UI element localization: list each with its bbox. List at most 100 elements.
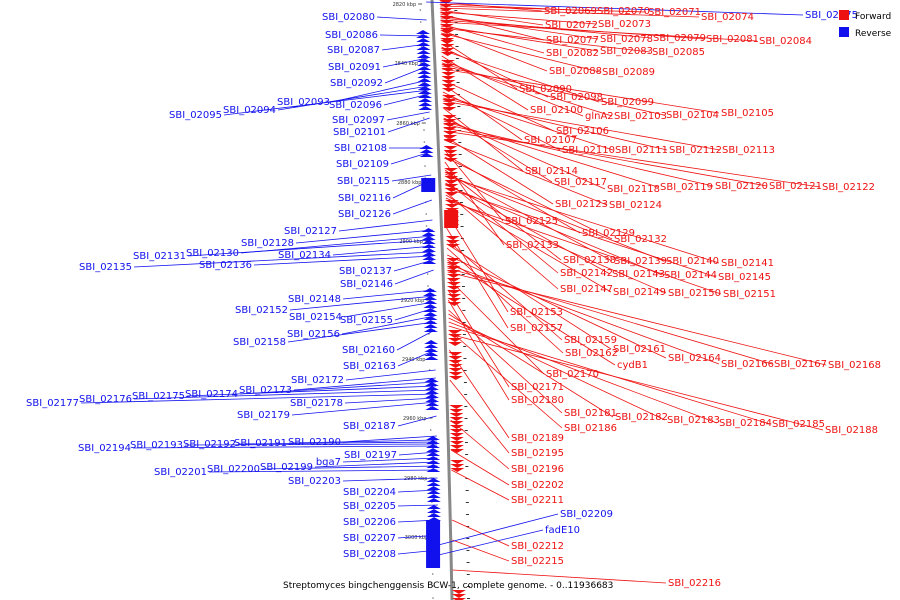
forward-leader xyxy=(450,419,510,470)
forward-gene-label: SBI_02183 xyxy=(667,415,720,426)
minor-tick xyxy=(462,322,466,323)
forward-feature xyxy=(449,433,464,437)
reverse-leader xyxy=(133,251,434,268)
reverse-gene-label: SBI_02209 xyxy=(560,509,613,520)
minor-tick xyxy=(427,285,429,287)
minor-tick xyxy=(463,382,467,383)
reverse-leader xyxy=(341,315,435,335)
minor-tick xyxy=(455,46,459,47)
reverse-leader xyxy=(394,307,435,321)
forward-gene-label: SBI_02170 xyxy=(546,369,599,380)
legend-swatch-reverse xyxy=(839,27,849,37)
forward-feature xyxy=(439,0,453,4)
reverse-gene-label: SBI_02134 xyxy=(278,250,331,261)
forward-gene-label: SBI_02181 xyxy=(564,408,617,419)
forward-gene-label: SBI_02157 xyxy=(510,323,563,334)
forward-feature xyxy=(446,258,461,262)
forward-gene-label: SBI_02085 xyxy=(652,47,705,58)
reverse-leader xyxy=(208,469,438,473)
forward-gene-label: SBI_02123 xyxy=(555,199,608,210)
legend: Forward Reverse xyxy=(839,10,892,39)
reverse-feature xyxy=(423,316,438,320)
reverse-gene-label: SBI_02172 xyxy=(291,375,344,386)
reverse-leader xyxy=(342,457,438,463)
reverse-leader xyxy=(223,89,429,116)
forward-leader xyxy=(447,289,510,388)
forward-feature xyxy=(449,437,464,441)
forward-gene-label: SBI_02149 xyxy=(613,287,666,298)
reverse-gene-label: SBI_02148 xyxy=(288,294,341,305)
forward-gene-label: SBI_02074 xyxy=(701,12,754,23)
forward-gene-label: SBI_02114 xyxy=(525,166,578,177)
forward-gene-label: SBI_02168 xyxy=(828,360,881,371)
reverse-feature xyxy=(423,328,438,332)
forward-leader xyxy=(449,379,510,454)
minor-tick xyxy=(458,142,462,143)
reverse-leader xyxy=(381,43,428,51)
reverse-gene-label: SBI_02163 xyxy=(343,361,396,372)
tick-label: 2820 kbp xyxy=(393,2,417,8)
minor-tick xyxy=(456,82,460,83)
forward-gene-label: SBI_02141 xyxy=(721,258,774,269)
forward-feature xyxy=(449,409,464,413)
forward-gene-label: SBI_02100 xyxy=(530,105,583,116)
minor-tick xyxy=(462,298,466,299)
reverse-gene-label: SBI_02152 xyxy=(235,305,288,316)
forward-feature xyxy=(442,103,457,107)
forward-leader xyxy=(445,211,509,313)
forward-leader xyxy=(442,79,555,132)
minor-tick xyxy=(464,430,468,431)
forward-gene-label: SBI_02167 xyxy=(774,359,827,370)
reverse-gene-label: SBI_02205 xyxy=(343,501,396,512)
reverse-leader xyxy=(390,151,431,165)
forward-gene-label: SBI_02089 xyxy=(602,67,655,78)
forward-feature xyxy=(443,150,458,154)
forward-leader xyxy=(440,5,647,13)
minor-tick xyxy=(463,358,467,359)
minor-tick xyxy=(455,58,459,59)
reverse-gene-label: SBI_02075 xyxy=(805,10,858,21)
forward-leader xyxy=(440,7,700,18)
forward-leader xyxy=(445,187,717,278)
tick-label: 2940 kbp xyxy=(402,357,426,363)
reverse-feature xyxy=(416,38,431,42)
reverse-gene-label: bga7 xyxy=(316,457,341,468)
forward-gene-label: SBI_02082 xyxy=(546,48,599,59)
reverse-feature xyxy=(415,30,430,34)
reverse-feature xyxy=(416,62,431,66)
minor-tick xyxy=(432,585,434,587)
forward-feature xyxy=(444,192,459,196)
forward-feature xyxy=(440,44,455,48)
forward-feature xyxy=(448,342,463,346)
reverse-feature xyxy=(417,86,432,90)
forward-gene-label: SBI_02106 xyxy=(556,126,609,137)
minor-tick xyxy=(459,202,463,203)
forward-gene-label: SBI_02098 xyxy=(550,92,603,103)
forward-feature xyxy=(443,139,458,143)
forward-leader xyxy=(448,317,666,421)
forward-feature xyxy=(450,468,465,472)
forward-feature xyxy=(444,204,459,208)
reverse-leader xyxy=(397,349,436,367)
reverse-leader xyxy=(239,381,436,395)
reverse-leader xyxy=(132,445,438,449)
reverse-feature xyxy=(419,149,434,153)
minor-tick xyxy=(432,597,434,599)
forward-gene-label: SBI_02151 xyxy=(723,289,776,300)
reverse-feature xyxy=(423,312,438,316)
reverse-leader xyxy=(277,85,429,111)
forward-gene-label: SBI_02188 xyxy=(825,425,878,436)
forward-leader xyxy=(441,49,600,103)
minor-tick xyxy=(429,429,432,431)
reverse-gene-label: SBI_02128 xyxy=(241,238,294,249)
forward-gene-label: SBI_02113 xyxy=(722,145,775,156)
reverse-feature xyxy=(423,324,438,328)
reverse-gene-label: SBI_02137 xyxy=(339,266,392,277)
forward-gene-label: SBI_02083 xyxy=(600,46,653,57)
reverse-feature xyxy=(421,240,436,244)
forward-leader xyxy=(448,349,510,439)
forward-gene-label: SBI_02099 xyxy=(601,97,654,108)
reverse-feature xyxy=(424,348,439,352)
reverse-feature xyxy=(423,304,438,308)
